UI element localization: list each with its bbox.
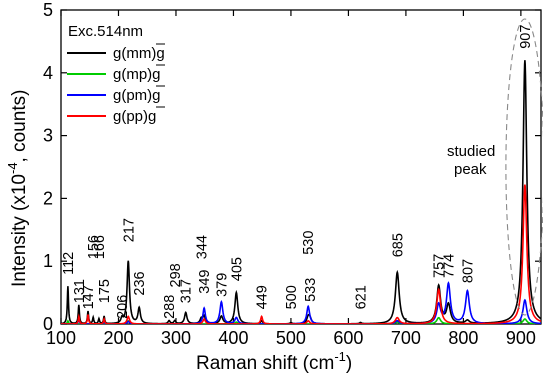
x-tick-label: 800 bbox=[448, 328, 478, 348]
peak-label-288: 288 bbox=[162, 295, 178, 319]
y-axis-title-main: Intensity (x10 bbox=[9, 174, 30, 287]
y-tick-label: 5 bbox=[43, 0, 53, 20]
y-axis-title-tail: , counts) bbox=[9, 90, 30, 163]
x-tick-label: 100 bbox=[46, 328, 76, 348]
peak-label-344: 344 bbox=[194, 235, 210, 259]
peak-label-907: 907 bbox=[518, 25, 534, 49]
peak-label-530: 530 bbox=[301, 231, 317, 255]
y-tick-label: 2 bbox=[43, 188, 53, 208]
legend-label-0: g(mm)g bbox=[113, 45, 165, 62]
x-axis-title-sup: -1 bbox=[334, 349, 346, 364]
x-tick-label: 200 bbox=[103, 328, 133, 348]
legend: Exc.514nm g(mm)g g(mp)g g(pm)g g(pp)g bbox=[67, 23, 165, 125]
peak-label-166: 166 bbox=[92, 235, 108, 259]
peak-label-317: 317 bbox=[179, 279, 195, 303]
studied-peak-ellipse bbox=[505, 18, 543, 316]
peak-label-349: 349 bbox=[197, 269, 213, 293]
x-tick-label: 700 bbox=[391, 328, 421, 348]
peak-label-500: 500 bbox=[284, 285, 300, 309]
y-axis-title-sup: -4 bbox=[5, 162, 20, 174]
y-tick-label: 1 bbox=[43, 251, 53, 271]
y-tick-label: 3 bbox=[43, 126, 53, 146]
peak-label-217: 217 bbox=[121, 218, 137, 242]
peak-label-405: 405 bbox=[229, 257, 245, 281]
legend-label-3: g(pp)g bbox=[113, 108, 156, 125]
peak-label-175: 175 bbox=[97, 279, 113, 303]
legend-label-2: g(pm)g bbox=[113, 87, 161, 104]
peak-label-156: 156 bbox=[86, 235, 102, 259]
y-tick-label: 4 bbox=[43, 63, 53, 83]
x-axis-title: Raman shift (cm-1) bbox=[196, 349, 352, 374]
x-tick-label: 600 bbox=[333, 328, 363, 348]
x-tick-label: 500 bbox=[276, 328, 306, 348]
peak-label-131: 131 bbox=[72, 279, 88, 303]
x-tick-label: 300 bbox=[161, 328, 191, 348]
y-axis-title: Intensity (x10-4, counts) bbox=[5, 90, 30, 287]
x-tick-label: 400 bbox=[218, 328, 248, 348]
peak-label-236: 236 bbox=[132, 271, 148, 295]
series-line-3 bbox=[61, 184, 541, 324]
x-axis-title-main: Raman shift (cm bbox=[196, 353, 334, 374]
peak-label-112: 112 bbox=[61, 252, 77, 275]
peak-label-757: 757 bbox=[432, 254, 448, 278]
peak-label-379: 379 bbox=[214, 273, 230, 297]
peak-label-685: 685 bbox=[390, 233, 406, 257]
peak-label-807: 807 bbox=[460, 259, 476, 283]
studied-peak-annotation-line1: studied bbox=[447, 143, 495, 160]
peak-label-621: 621 bbox=[354, 285, 370, 309]
excitation-annotation: Exc.514nm bbox=[68, 23, 143, 40]
studied-peak-annotation-line2: peak bbox=[454, 161, 487, 178]
peak-label-449: 449 bbox=[255, 285, 271, 309]
peak-label-147: 147 bbox=[81, 285, 97, 309]
x-tick-label: 900 bbox=[506, 328, 536, 348]
peak-label-533: 533 bbox=[303, 278, 319, 302]
peak-label-774: 774 bbox=[441, 254, 457, 278]
legend-label-1: g(mp)g bbox=[113, 66, 161, 83]
y-tick-label: 0 bbox=[43, 314, 53, 334]
x-axis-title-tail: ) bbox=[346, 353, 352, 374]
peak-label-206: 206 bbox=[115, 295, 131, 319]
peak-label-298: 298 bbox=[168, 263, 184, 287]
